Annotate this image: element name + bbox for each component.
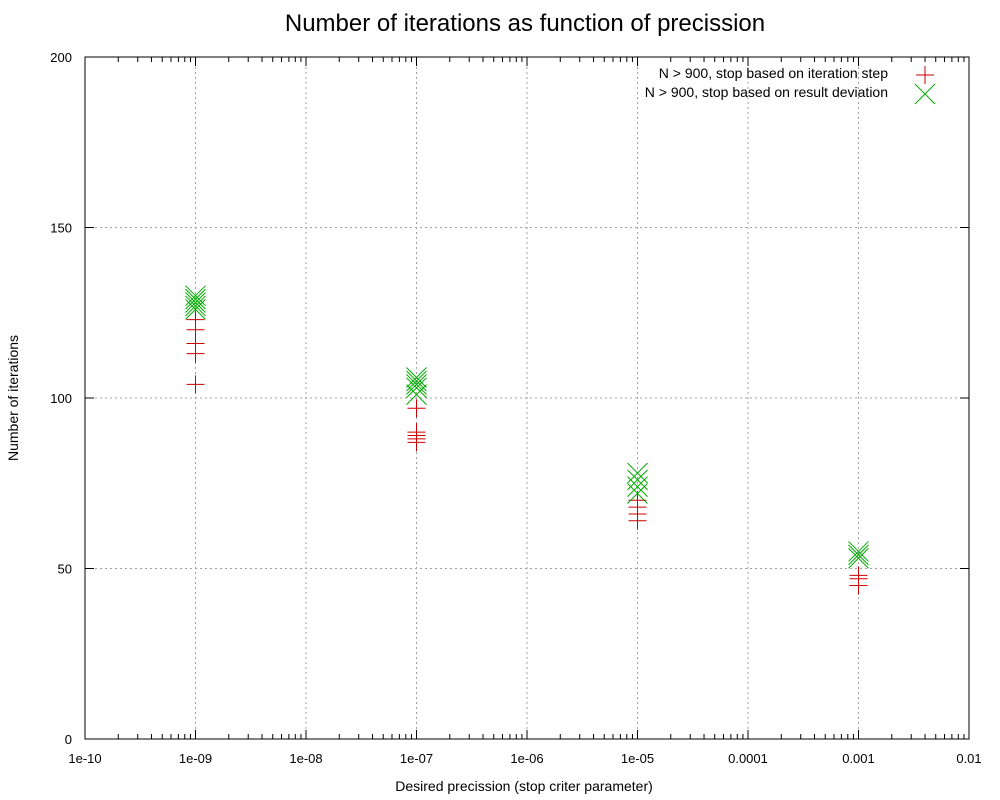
marker-stroke [406, 367, 427, 388]
data-point-series-2 [406, 367, 427, 388]
x-tick-label: 1e-09 [179, 751, 212, 766]
marker-stroke [185, 292, 206, 313]
y-tick-label: 150 [50, 221, 72, 236]
marker-stroke [406, 377, 427, 399]
data-point-series-2 [406, 370, 427, 392]
marker-stroke [848, 541, 869, 562]
x-tick-label: 0.0001 [728, 751, 768, 766]
x-tick-label: 1e-05 [621, 751, 654, 766]
data-point-series-2 [185, 292, 206, 313]
data-point-series-2 [627, 469, 648, 491]
grid [85, 57, 969, 739]
data-point-series-1 [849, 566, 868, 585]
x-tick-label: 1e-08 [289, 751, 322, 766]
data-point-series-1 [186, 375, 205, 394]
data-point-series-2 [848, 544, 869, 566]
data-point-series-1 [407, 423, 426, 442]
marker-stroke [185, 288, 206, 310]
x-tick-label: 1e-10 [68, 751, 101, 766]
legend: N > 900, stop based on iteration step N >… [645, 65, 936, 105]
y-tick-label: 100 [50, 391, 72, 406]
y-tick-label: 200 [50, 50, 72, 65]
x-tick-label: 0.001 [842, 751, 875, 766]
marker-stroke [848, 544, 869, 566]
data-point-series-1 [628, 491, 647, 510]
marker-stroke [406, 374, 427, 395]
data-point-series-2 [185, 295, 206, 317]
x-tick-label: 0.01 [956, 751, 981, 766]
data-points [185, 285, 869, 595]
data-point-series-2 [406, 374, 427, 395]
data-point-series-1 [407, 399, 426, 418]
x-axis-label: Desired precission (stop criter paramete… [395, 778, 653, 794]
y-axis-label: Number of iterations [5, 335, 21, 461]
legend-marker-series-1 [916, 66, 934, 84]
data-point-series-2 [406, 377, 427, 399]
y-tick-label: 0 [65, 732, 72, 747]
data-point-series-2 [185, 288, 206, 310]
data-point-series-2 [185, 285, 206, 307]
marker-stroke [848, 547, 869, 569]
data-point-series-2 [627, 462, 648, 484]
marker-stroke [185, 295, 206, 317]
chart-title: Number of iterations as function of prec… [285, 10, 765, 37]
legend-label: N > 900, stop based on iteration step [659, 65, 888, 81]
ticks [84, 56, 970, 740]
data-point-series-2 [848, 547, 869, 569]
tick-labels: 1e-10 1e-09 1e-08 1e-07 1e-06 1e-05 0.0001 0.00… [50, 50, 981, 766]
marker-stroke [406, 370, 427, 392]
x-tick-label: 1e-07 [400, 751, 433, 766]
marker-stroke [185, 285, 206, 307]
marker-stroke [627, 462, 648, 484]
marker-stroke [914, 83, 936, 105]
x-tick-label: 1e-06 [510, 751, 543, 766]
legend-marker-series-2 [914, 83, 936, 105]
data-point-series-1 [186, 310, 205, 329]
data-point-series-2 [848, 541, 869, 562]
y-tick-label: 50 [58, 562, 72, 577]
legend-label: N > 900, stop based on result deviation [645, 84, 888, 100]
marker-stroke [627, 469, 648, 491]
